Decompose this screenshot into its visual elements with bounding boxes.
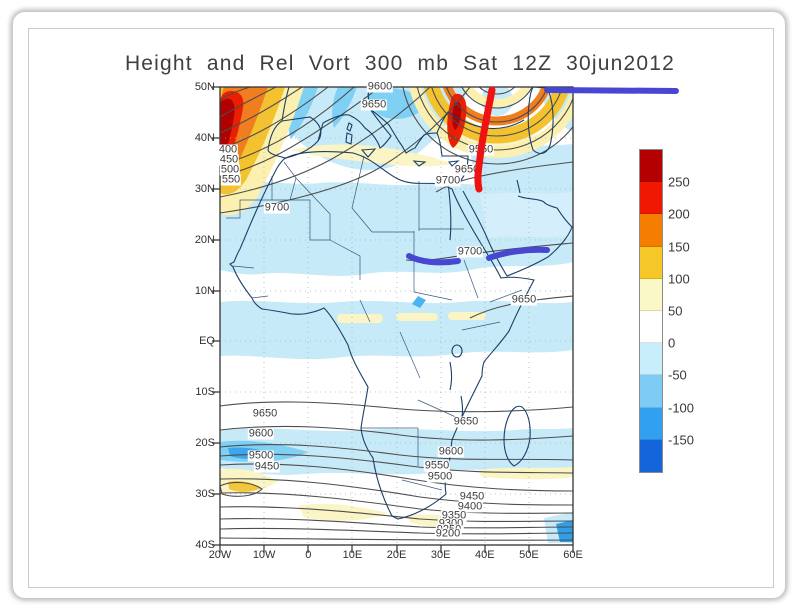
contour-label-400: 400 bbox=[217, 143, 239, 156]
colorbar-tick-200: 200 bbox=[668, 206, 690, 222]
lat-label-10N: 10N bbox=[194, 284, 215, 297]
lon-label-20E: 20E bbox=[386, 549, 407, 561]
colorbar bbox=[639, 149, 663, 473]
contour-label-9350: 9350 bbox=[440, 509, 468, 522]
contour-label-9600: 9600 bbox=[366, 80, 394, 93]
colorbar-tick-100: 100 bbox=[668, 271, 690, 287]
colorbar-tick-150: 150 bbox=[668, 239, 690, 255]
contour-label-9450: 9450 bbox=[253, 460, 281, 473]
lat-label-40S: 40S bbox=[195, 539, 215, 551]
country-borders bbox=[226, 155, 523, 491]
colorbar-tick--150: -150 bbox=[668, 432, 695, 448]
colorbar-segment-9 bbox=[640, 439, 662, 472]
colorbar-tick-250: 250 bbox=[668, 174, 690, 190]
shading-positive-core-sw bbox=[228, 480, 261, 492]
lon-label-10W: 10W bbox=[252, 549, 276, 561]
contour-label-9600: 9600 bbox=[247, 427, 275, 440]
colorbar-segment-8 bbox=[640, 407, 662, 440]
shading-negative-core-se bbox=[556, 520, 573, 542]
contour-label-9450: 9450 bbox=[458, 490, 486, 503]
lon-label-20W: 20W bbox=[208, 549, 232, 561]
colorbar-segment-2 bbox=[640, 214, 662, 247]
lat-label-20S: 20S bbox=[195, 437, 215, 450]
contour-label-9500: 9500 bbox=[426, 470, 454, 483]
chart-title: Height and Rel Vort 300 mb Sat 12Z 30jun… bbox=[124, 52, 676, 75]
colorbar-tick--50: -50 bbox=[668, 367, 687, 383]
colorbar-segment-6 bbox=[640, 343, 662, 376]
contour-label-9600: 9600 bbox=[437, 445, 465, 458]
lat-label-30S: 30S bbox=[195, 488, 215, 501]
lon-label-40E: 40E bbox=[474, 549, 495, 561]
axis-ticks bbox=[212, 86, 574, 553]
contour-label-9650: 9650 bbox=[452, 415, 480, 428]
contour-label-9550: 9550 bbox=[423, 459, 451, 472]
lat-label-40N: 40N bbox=[194, 131, 215, 144]
colorbar-tick-50: 50 bbox=[668, 303, 683, 319]
contour-label-9200: 9200 bbox=[434, 527, 462, 540]
contour-label-9650: 9650 bbox=[453, 163, 481, 176]
contour-label-9650: 9650 bbox=[510, 293, 538, 306]
contour-label-450: 450 bbox=[218, 153, 240, 166]
contour-label-9500: 9500 bbox=[247, 449, 275, 462]
lon-label-10E: 10E bbox=[342, 549, 363, 561]
contour-label-9650: 9650 bbox=[360, 98, 388, 111]
lon-label-60E: 60E bbox=[563, 549, 583, 561]
lon-label-50E: 50E bbox=[519, 549, 539, 561]
colorbar-segment-1 bbox=[640, 182, 662, 215]
contour-label-9700: 9700 bbox=[456, 245, 484, 258]
lon-label-0: 0 bbox=[305, 549, 312, 561]
contour-label-9300: 9300 bbox=[437, 517, 465, 530]
colorbar-tick-0: 0 bbox=[668, 335, 676, 351]
colorbar-segment-5 bbox=[640, 310, 662, 344]
contour-label-9550: 9550 bbox=[467, 143, 495, 156]
colorbar-segment-3 bbox=[640, 246, 662, 279]
colorbar-segment-0 bbox=[640, 150, 662, 183]
colorbar-segment-7 bbox=[640, 375, 662, 408]
contour-label-9400: 9400 bbox=[456, 500, 484, 513]
contour-label-500: 500 bbox=[219, 163, 241, 176]
contour-label-9700: 9700 bbox=[434, 174, 462, 187]
contour-label-9700: 9700 bbox=[263, 201, 291, 214]
contour-label-9650: 9650 bbox=[251, 407, 279, 420]
colorbar-tick--100: -100 bbox=[668, 400, 695, 416]
lat-label-30N: 30N bbox=[194, 182, 215, 195]
lat-label-EQ: EQ bbox=[199, 335, 215, 348]
lat-label-20N: 20N bbox=[194, 233, 215, 246]
contour-label-550: 550 bbox=[220, 173, 242, 186]
lon-label-30E: 30E bbox=[430, 549, 451, 561]
colorbar-segment-4 bbox=[640, 278, 662, 311]
lat-label-10S: 10S bbox=[195, 386, 215, 399]
lat-label-50N: 50N bbox=[194, 81, 215, 93]
